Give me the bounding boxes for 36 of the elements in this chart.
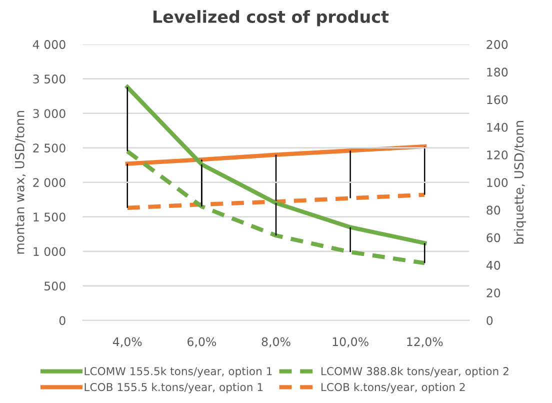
y2-tick-label: 100: [487, 178, 508, 188]
y2-tick-label: 200: [486, 40, 508, 49]
y-tick-label: 3 000: [33, 109, 66, 118]
y-tick-label: 0: [59, 316, 66, 326]
x-tick-label: 10,0%: [332, 337, 368, 348]
legend-label: LCOMW 388.8k tons/year, option 2: [321, 366, 508, 378]
line-series: [125, 149, 427, 266]
y2-tick-label: 0: [486, 316, 493, 326]
x-tick-label: 6,0%: [188, 337, 216, 348]
y-tick-label: 1 500: [34, 212, 66, 222]
y-tick-label: 3 500: [33, 74, 66, 84]
y-tick-label: 4 000: [32, 40, 66, 49]
x-tick-label: 4,0%: [112, 337, 142, 348]
legend-label: LCOB k.tons/year, option 2: [321, 382, 465, 394]
x-tick-label: 12,0%: [407, 337, 443, 348]
y2-axis-title: briquette, USD/tonn: [514, 120, 526, 244]
line-series: [125, 144, 427, 166]
line-series: [125, 85, 427, 246]
legend-label: LCOB 155.5 k.tons/year, option 1: [84, 382, 263, 394]
y2-tick-label: 40: [486, 260, 500, 270]
y2-tick-label: 180: [487, 68, 508, 77]
y-tick-label: 2 000: [33, 178, 66, 188]
y-tick-label: 500: [44, 282, 66, 291]
y-tick-label: 2 500: [33, 144, 66, 153]
line-series: [125, 192, 427, 210]
y-axis-title: montan wax, USD/tonn: [14, 111, 26, 254]
y2-tick-label: 140: [487, 122, 508, 132]
legend-label: LCOMW 155.5k tons/year, option 1: [84, 366, 272, 378]
y2-tick-label: 20: [486, 288, 500, 298]
y2-tick-label: 60: [486, 233, 500, 242]
y-tick-label: 1 000: [34, 247, 66, 256]
x-tick-label: 8,0%: [262, 337, 290, 348]
y2-tick-label: 160: [487, 95, 508, 104]
y2-tick-label: 80: [486, 206, 500, 215]
chart-title: Levelized cost of product: [154, 10, 389, 26]
y2-tick-label: 120: [487, 150, 508, 160]
